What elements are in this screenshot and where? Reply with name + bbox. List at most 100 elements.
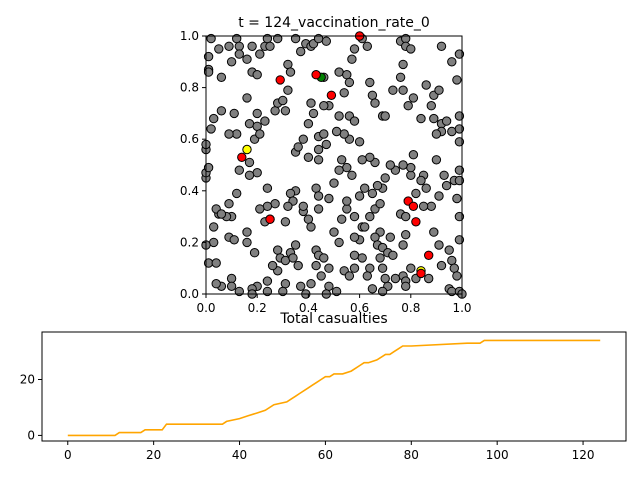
point-gray [454, 124, 465, 134]
point-gray [247, 41, 257, 51]
y-tick-label: 20 [20, 373, 35, 387]
point-gray [365, 77, 375, 88]
point-gray [293, 142, 303, 152]
point-gray [209, 113, 219, 124]
point-gray [296, 281, 306, 291]
x-tick-label: 0.4 [299, 301, 318, 315]
point-gray [244, 119, 255, 129]
point-gray [334, 237, 344, 248]
point-red [311, 70, 321, 80]
point-gray [313, 191, 324, 201]
point-gray [334, 165, 344, 175]
point-gray [242, 93, 252, 103]
point-gray [431, 155, 442, 165]
point-red [408, 201, 419, 212]
point-gray [429, 113, 439, 124]
point-gray [206, 124, 216, 134]
y-tick-label: 0 [27, 428, 35, 442]
point-gray [242, 227, 252, 237]
point-gray [203, 67, 214, 77]
point-gray [278, 286, 288, 297]
point-gray [260, 116, 270, 126]
point-gray [280, 217, 291, 227]
scatter-points [201, 31, 467, 299]
point-gray [441, 116, 452, 126]
point-gray [285, 67, 296, 77]
casualties-frame [41, 331, 627, 442]
point-gray [216, 106, 227, 116]
point-gray [395, 72, 406, 83]
y-tick-label: 1.0 [180, 29, 199, 43]
point-gray [306, 279, 316, 289]
point-gray [334, 67, 344, 77]
point-gray [331, 126, 342, 137]
point-gray [242, 237, 252, 248]
point-gray [431, 129, 442, 139]
point-gray [313, 204, 324, 214]
point-gray [303, 152, 314, 163]
y-tick-label: 0.2 [180, 235, 199, 249]
point-gray [270, 199, 280, 209]
point-gray [298, 201, 308, 212]
point-gray [454, 235, 465, 245]
point-gray [354, 191, 365, 201]
point-gray [244, 170, 255, 181]
point-yellow [242, 144, 252, 155]
point-gray [334, 111, 344, 121]
point-gray [362, 271, 372, 281]
point-gray [390, 273, 401, 284]
x-tick-label: 0.0 [196, 301, 215, 315]
point-gray [354, 137, 365, 147]
point-gray [283, 59, 293, 70]
point-gray [249, 248, 260, 258]
point-gray [298, 134, 308, 144]
point-gray [234, 165, 245, 175]
point-gray [242, 54, 252, 64]
point-gray [337, 155, 347, 165]
point-gray [252, 121, 262, 132]
point-gray [303, 119, 314, 129]
point-gray [385, 232, 395, 242]
point-gray [362, 41, 372, 51]
point-red [424, 250, 434, 261]
point-gray [367, 188, 378, 199]
point-gray [398, 160, 408, 170]
point-gray [308, 108, 319, 119]
point-gray [401, 211, 411, 222]
point-gray [452, 193, 462, 204]
point-gray [211, 258, 221, 268]
point-gray [311, 183, 321, 193]
point-gray [252, 108, 262, 119]
point-gray [429, 227, 439, 237]
point-gray [273, 245, 283, 255]
point-gray [416, 113, 426, 124]
point-gray [357, 253, 367, 263]
point-gray [360, 183, 370, 193]
point-gray [401, 281, 411, 291]
point-red [326, 90, 337, 101]
point-red [275, 75, 285, 85]
point-gray [255, 49, 265, 59]
point-gray [365, 211, 375, 222]
point-gray [262, 183, 273, 193]
y-tick-label: 0.0 [180, 287, 199, 301]
point-gray [454, 175, 465, 186]
x-tick-label: 0.8 [401, 301, 420, 315]
point-gray [349, 44, 360, 54]
x-tick-label: 100 [486, 448, 509, 462]
point-gray [342, 70, 352, 80]
point-gray [203, 51, 214, 62]
point-gray [319, 101, 329, 111]
x-tick-label: 60 [318, 448, 333, 462]
point-gray [324, 193, 334, 204]
point-gray [454, 165, 465, 175]
point-gray [321, 139, 331, 150]
point-gray [372, 180, 383, 191]
point-gray [319, 129, 329, 139]
point-gray [226, 273, 237, 284]
point-gray [385, 160, 395, 170]
point-gray [313, 155, 324, 165]
point-gray [244, 157, 255, 168]
point-gray [303, 214, 314, 224]
